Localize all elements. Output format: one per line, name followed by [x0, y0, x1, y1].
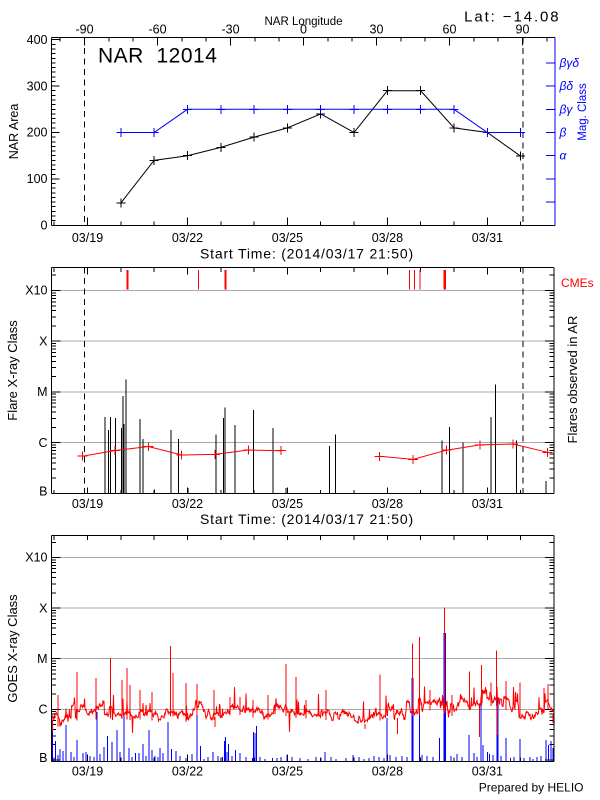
svg-text:M: M — [37, 385, 47, 399]
svg-text:Start Time: (2014/03/17 21:50): Start Time: (2014/03/17 21:50) — [200, 511, 414, 527]
svg-text:βγδ: βγδ — [559, 56, 580, 70]
svg-text:03/25: 03/25 — [272, 231, 303, 245]
svg-text:03/19: 03/19 — [72, 765, 103, 779]
svg-text:03/22: 03/22 — [172, 765, 203, 779]
svg-text:03/28: 03/28 — [372, 765, 403, 779]
svg-text:03/31: 03/31 — [472, 765, 503, 779]
svg-text:B: B — [39, 485, 47, 499]
svg-text:α: α — [560, 149, 568, 163]
svg-text:X: X — [39, 601, 48, 615]
svg-text:0: 0 — [41, 219, 48, 233]
svg-text:M: M — [37, 652, 47, 666]
svg-text:β: β — [559, 126, 567, 140]
svg-text:Lat: −14.08: Lat: −14.08 — [464, 8, 560, 25]
svg-text:-30: -30 — [221, 23, 239, 37]
svg-text:03/25: 03/25 — [272, 497, 303, 511]
svg-text:X: X — [39, 334, 48, 348]
svg-text:-60: -60 — [148, 23, 166, 37]
svg-text:100: 100 — [27, 172, 48, 186]
svg-text:NAR Longitude: NAR Longitude — [265, 16, 343, 28]
svg-text:Prepared by HELIO: Prepared by HELIO — [479, 781, 584, 795]
svg-text:03/31: 03/31 — [472, 231, 503, 245]
svg-text:βγ: βγ — [559, 102, 574, 116]
svg-text:0: 0 — [300, 23, 307, 37]
svg-text:400: 400 — [27, 33, 48, 47]
svg-text:03/22: 03/22 — [172, 497, 203, 511]
svg-text:NAR 12014: NAR 12014 — [98, 45, 217, 68]
svg-text:03/28: 03/28 — [372, 497, 403, 511]
svg-text:X10: X10 — [25, 284, 47, 298]
svg-text:300: 300 — [27, 79, 48, 93]
svg-text:CMEs: CMEs — [561, 276, 594, 290]
svg-text:03/19: 03/19 — [72, 231, 103, 245]
svg-text:-90: -90 — [75, 23, 93, 37]
svg-text:60: 60 — [443, 23, 457, 37]
svg-text:B: B — [39, 751, 47, 765]
svg-text:NAR Area: NAR Area — [7, 104, 21, 160]
svg-text:Flares observed in AR: Flares observed in AR — [565, 316, 580, 444]
svg-text:Flare X-ray Class: Flare X-ray Class — [5, 320, 20, 421]
svg-text:X10: X10 — [25, 551, 47, 565]
svg-text:03/22: 03/22 — [172, 231, 203, 245]
svg-text:βδ: βδ — [559, 79, 574, 93]
svg-text:200: 200 — [27, 126, 48, 140]
svg-text:C: C — [38, 703, 47, 717]
svg-text:Start Time: (2014/03/17 21:50): Start Time: (2014/03/17 21:50) — [200, 246, 414, 262]
svg-text:90: 90 — [516, 23, 530, 37]
svg-text:Mag. Class: Mag. Class — [577, 83, 589, 141]
svg-text:03/19: 03/19 — [72, 497, 103, 511]
svg-text:30: 30 — [370, 23, 384, 37]
svg-text:03/28: 03/28 — [372, 231, 403, 245]
svg-text:03/31: 03/31 — [472, 497, 503, 511]
svg-text:C: C — [38, 436, 47, 450]
svg-text:03/25: 03/25 — [272, 765, 303, 779]
svg-text:GOES X-ray Class: GOES X-ray Class — [5, 594, 20, 703]
